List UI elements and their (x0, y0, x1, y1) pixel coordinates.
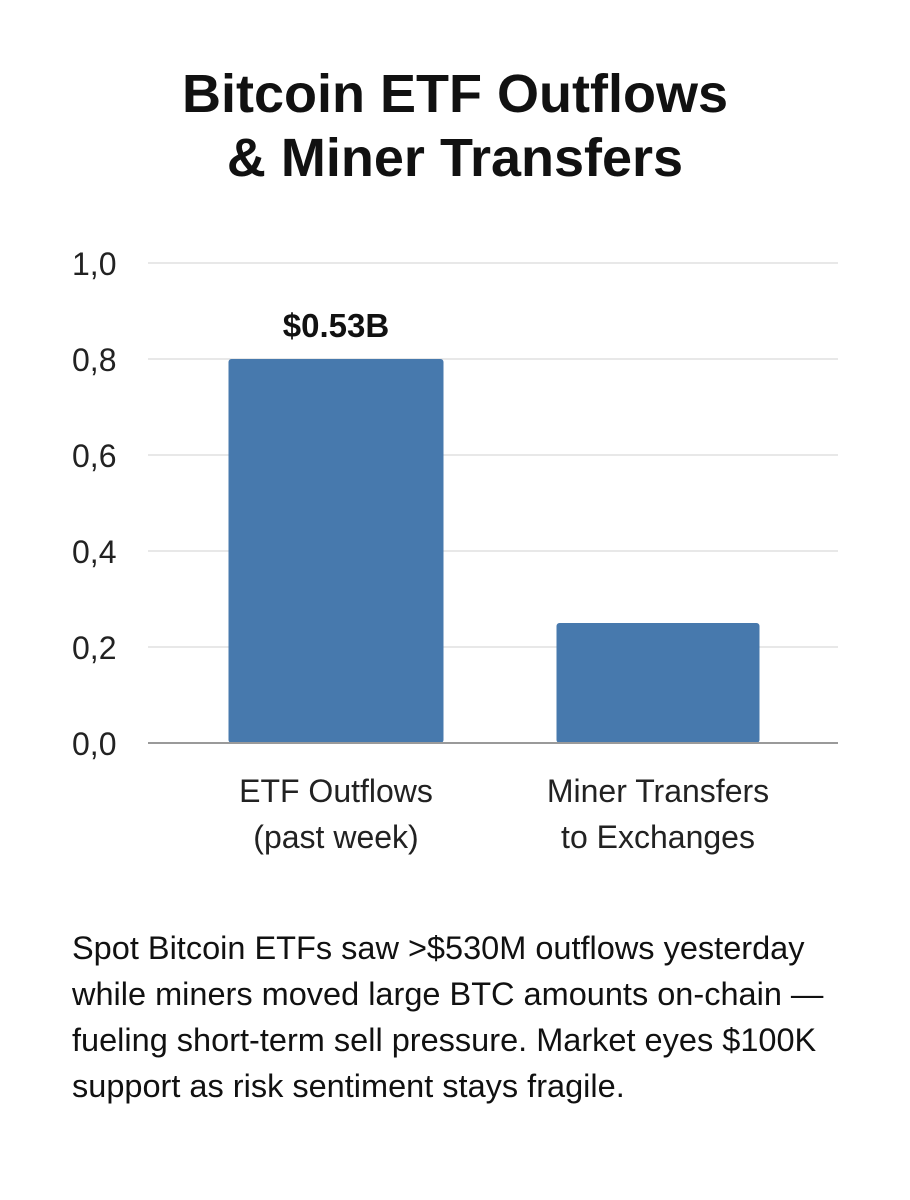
bar (228, 359, 444, 743)
bar-chart: 0,0 0,2 0,4 0,6 0,8 1,0 $0.53B ETF Outflows (pas… (72, 246, 838, 855)
caption-text: Spot Bitcoin ETFs saw >$530M outflows ye… (72, 930, 824, 1104)
bar-data-label: $0.53B (283, 307, 389, 344)
chart-title-line-1: Bitcoin ETF Outflows (182, 64, 728, 124)
x-tick-label-line: ETF Outflows (239, 773, 433, 809)
y-tick-label: 0,4 (72, 534, 116, 570)
y-tick-label: 0,6 (72, 438, 116, 474)
chart-title-line-2: & Miner Transfers (226, 128, 684, 188)
x-tick-label-line: to Exchanges (561, 819, 755, 855)
chart-title: Bitcoin ETF Outflows & Miner Transfers (0, 62, 910, 190)
y-tick-label: 0,8 (72, 342, 116, 378)
x-tick-label: Miner Transfers to Exchanges (547, 773, 769, 855)
y-tick-label: 0,0 (72, 726, 116, 762)
x-tick-label-line: (past week) (253, 819, 418, 855)
y-tick-label: 0,2 (72, 630, 116, 666)
y-tick-label: 1,0 (72, 246, 116, 282)
x-tick-label-line: Miner Transfers (547, 773, 769, 809)
bar (556, 623, 760, 743)
x-tick-label: ETF Outflows (past week) (239, 773, 433, 855)
